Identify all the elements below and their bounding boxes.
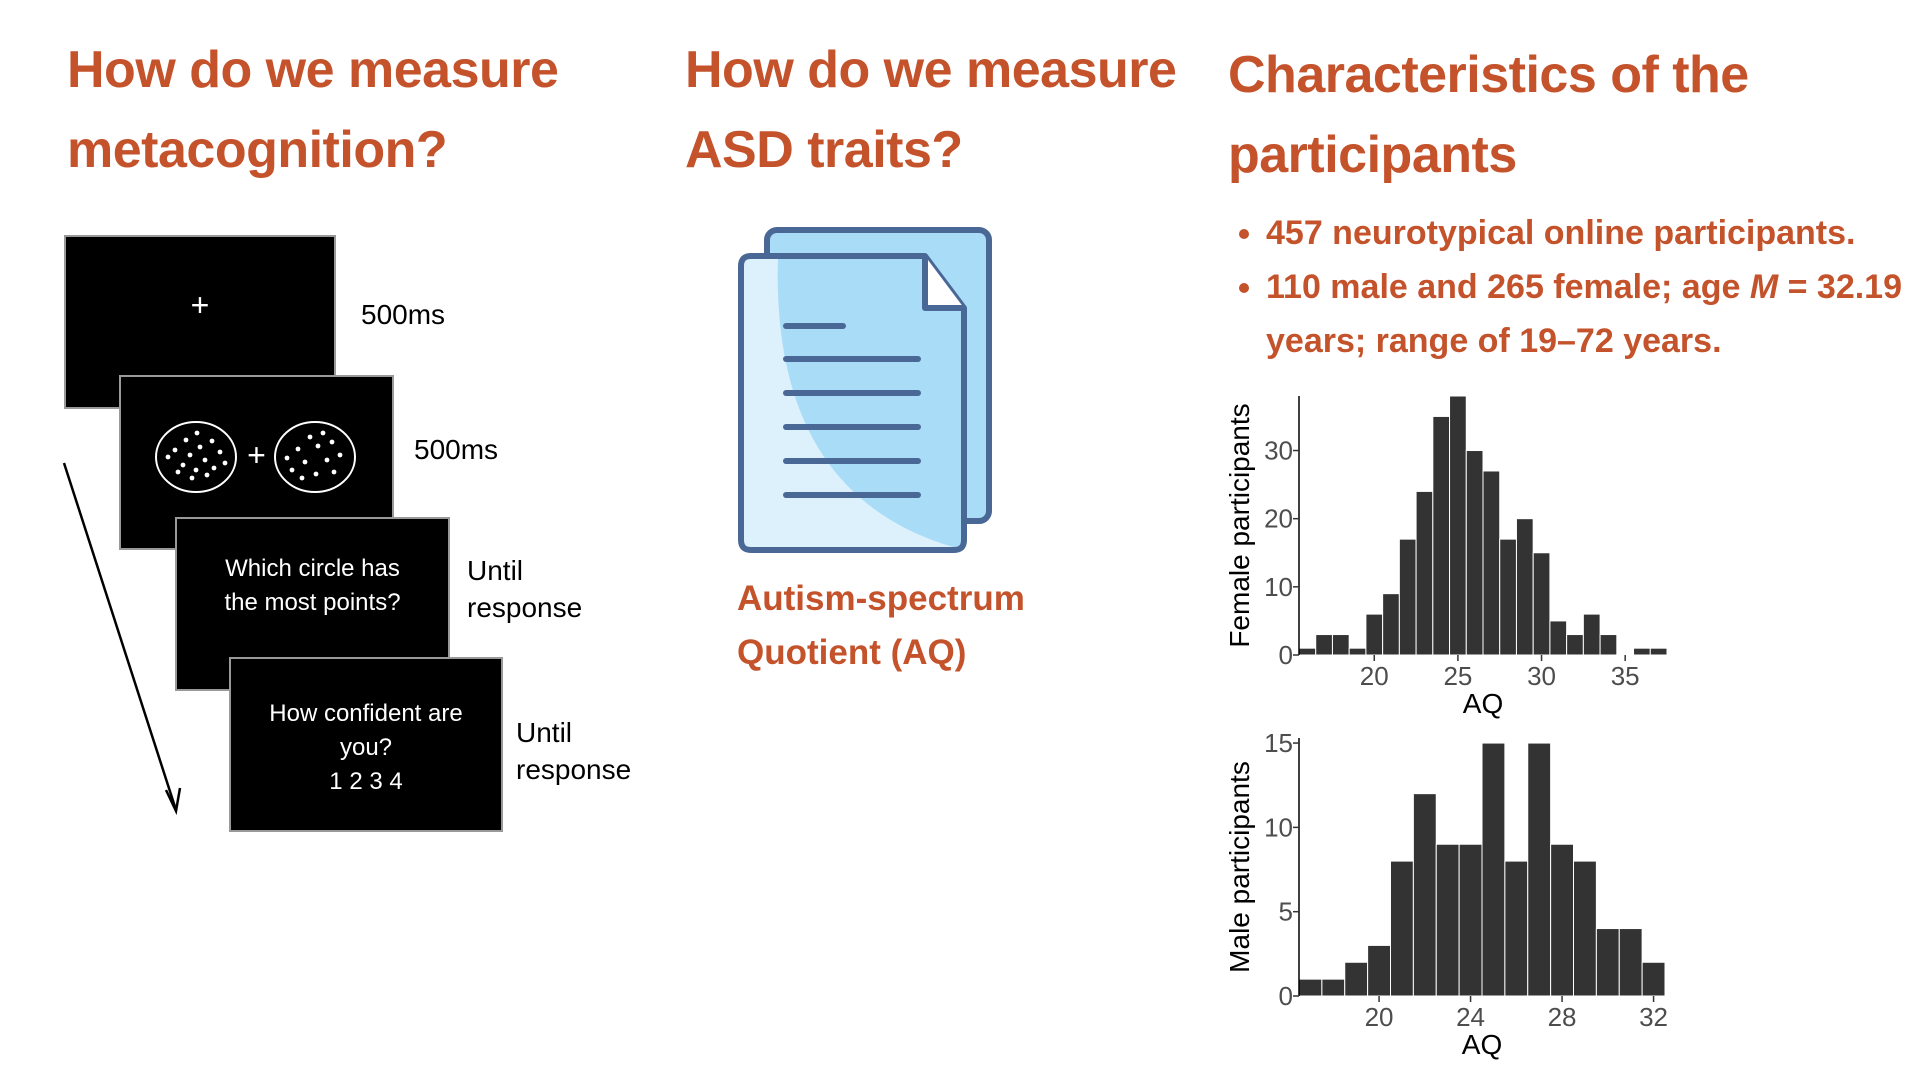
title: How do we measure metacognition? — [67, 41, 559, 179]
bar — [1649, 647, 1668, 656]
bar — [1367, 944, 1391, 997]
y-tick-label: 10 — [1264, 812, 1293, 842]
caption: Autism-spectrum Quotient (AQ) — [737, 579, 1025, 672]
x-tick-label: 30 — [1527, 661, 1556, 691]
bar — [1415, 490, 1434, 656]
bar — [1641, 961, 1666, 997]
x-tick-label: 24 — [1456, 1002, 1485, 1032]
bar — [1618, 928, 1643, 997]
y-tick-label: 0 — [1279, 981, 1293, 1011]
bullet-text: 110 male and 265 female; age — [1266, 268, 1750, 306]
bar — [1532, 552, 1551, 656]
bar — [1412, 793, 1437, 997]
bar — [1298, 978, 1323, 997]
bar — [1504, 860, 1529, 997]
y-tick-label: 30 — [1264, 436, 1293, 466]
timing: Until response — [467, 555, 583, 623]
x-axis-label: AQ — [1463, 688, 1503, 719]
bar — [1390, 860, 1414, 997]
bar — [1449, 395, 1467, 656]
bar — [1633, 647, 1651, 656]
timing: Until response — [516, 717, 632, 785]
bar — [1331, 634, 1350, 656]
y-tick-label: 5 — [1279, 897, 1293, 927]
y-axis-label: Female participants — [1224, 403, 1255, 647]
fixation: + — [247, 437, 266, 473]
bullets: 457 neurotypical online participants. 110… — [1230, 206, 1910, 368]
y-tick-label: 15 — [1264, 728, 1293, 758]
bar — [1566, 634, 1584, 656]
bar — [1582, 613, 1601, 656]
x-tick-label: 20 — [1360, 661, 1389, 691]
y-tick-label: 20 — [1264, 504, 1293, 534]
dot-circles — [155, 421, 356, 493]
x-tick-label: 25 — [1443, 661, 1472, 691]
bar — [1398, 538, 1417, 656]
bar — [1365, 613, 1384, 656]
bar — [1344, 961, 1369, 997]
x-tick-label: 20 — [1365, 1002, 1394, 1032]
bullet: 457 neurotypical online participants. — [1266, 206, 1910, 260]
bar — [1481, 742, 1506, 997]
y-tick-label: 10 — [1264, 572, 1293, 602]
bullet-text: = 32.19 years; range of 19–72 years. — [1266, 268, 1903, 360]
x-tick-label: 32 — [1639, 1002, 1668, 1032]
question: Which circle has the most points? — [224, 555, 401, 616]
bar — [1599, 634, 1618, 656]
bullet-text: M — [1749, 268, 1779, 306]
y-tick-label: 0 — [1279, 640, 1293, 670]
x-tick-label: 35 — [1611, 661, 1640, 691]
bar — [1321, 978, 1346, 997]
bullet: 110 male and 265 female; age M = 32.19 y… — [1266, 260, 1910, 368]
x-axis-label: AQ — [1462, 1029, 1502, 1060]
y-axis-label: Male participants — [1224, 761, 1255, 973]
timing: 500ms — [414, 434, 499, 465]
bullet-text: 457 neurotypical online participants. — [1266, 214, 1856, 252]
bar — [1515, 518, 1534, 656]
title: Characteristics of the participants — [1228, 46, 1749, 184]
title: How do we measure ASD traits? — [685, 41, 1177, 179]
bar — [1549, 620, 1568, 656]
timing: 500ms — [361, 299, 446, 330]
bar — [1595, 928, 1620, 997]
document-icon — [738, 227, 992, 553]
fixation: + — [190, 287, 210, 323]
bar — [1527, 742, 1552, 997]
confidence-scale: 1 2 3 4 — [329, 768, 403, 795]
bar — [1432, 415, 1451, 656]
bar — [1465, 450, 1484, 656]
bar — [1573, 860, 1597, 997]
bar — [1298, 647, 1317, 656]
bar — [1348, 647, 1367, 656]
bar — [1482, 470, 1501, 656]
x-tick-label: 28 — [1548, 1002, 1577, 1032]
bar — [1458, 843, 1483, 997]
bar — [1550, 843, 1574, 997]
bar — [1382, 593, 1400, 656]
bullet-list: 457 neurotypical online participants. 110… — [1230, 206, 1910, 368]
dots — [165, 430, 343, 481]
time-arrow — [62, 462, 182, 816]
question: How confident are you? — [269, 700, 463, 761]
bar — [1435, 843, 1460, 997]
bar — [1499, 538, 1517, 656]
bar — [1315, 634, 1333, 656]
screen — [229, 657, 503, 832]
trial-screens — [64, 235, 503, 832]
